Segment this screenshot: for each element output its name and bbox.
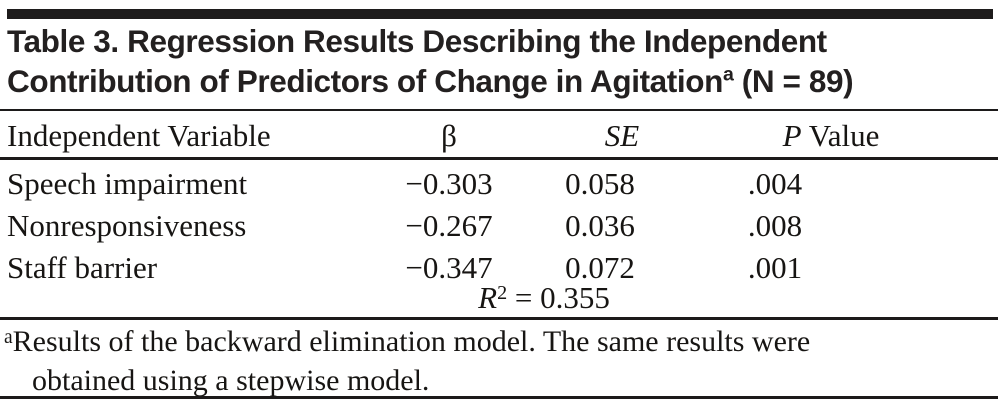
table-title-line1: Table 3. Regression Results Describing t… [7,23,827,59]
footnote-marker: a [4,327,13,349]
col-header-p-rest: Value [801,118,880,153]
r-squared-row: R2 = 0.355 [0,280,998,316]
cell-p-value: .008 [747,208,803,243]
r-squared-symbol: R [478,280,498,315]
table-footnote: aResults of the backward elimination mod… [4,324,994,398]
table-row: Nonresponsiveness −0.267 0.036 .008 [0,205,998,247]
cell-variable: Staff barrier [7,250,158,285]
table-row: Staff barrier −0.347 0.072 .001 [0,247,998,289]
table-header-row: Independent Variable β SE P Value [0,116,998,156]
footnote-line2: obtained using a stepwise model. [32,364,430,397]
col-header-independent-variable: Independent Variable [7,118,271,153]
rule-below-title [0,109,998,111]
rule-above-footnote [0,317,998,320]
table-title: Table 3. Regression Results Describing t… [7,21,993,101]
col-header-se: SE [604,118,640,153]
footnote-text-line1: Results of the backward elimination mode… [12,325,811,358]
cell-p-value: .001 [747,250,803,285]
table-row: Speech impairment −0.303 0.058 .004 [0,163,998,205]
table-title-line2: Contribution of Predictors of Change in … [7,61,993,101]
footnote-line1: aResults of the backward elimination mod… [4,324,994,363]
cell-p-value: .004 [747,166,803,201]
rule-below-header [0,157,998,160]
cell-beta: −0.347 [405,250,493,285]
rule-bottom [0,396,998,399]
col-header-p-italic: P [782,118,802,153]
title-footnote-marker: a [722,63,734,86]
cell-beta: −0.303 [405,166,493,201]
cell-se: 0.072 [565,250,635,285]
col-header-beta: β [441,118,457,153]
cell-se: 0.058 [565,166,635,201]
cell-variable: Nonresponsiveness [7,208,247,243]
r-squared-value: = 0.355 [507,280,610,315]
top-divider-bar [7,9,993,19]
r-squared-exponent: 2 [497,281,508,304]
cell-se: 0.036 [565,208,635,243]
table-title-line2-text: Contribution of Predictors of Change in … [7,63,723,99]
cell-variable: Speech impairment [7,166,248,201]
col-header-p-value: P Value [695,116,905,156]
table-title-sample-size: (N = 89) [733,63,854,99]
cell-beta: −0.267 [405,208,493,243]
table-body: Speech impairment −0.303 0.058 .004 Nonr… [0,163,998,289]
